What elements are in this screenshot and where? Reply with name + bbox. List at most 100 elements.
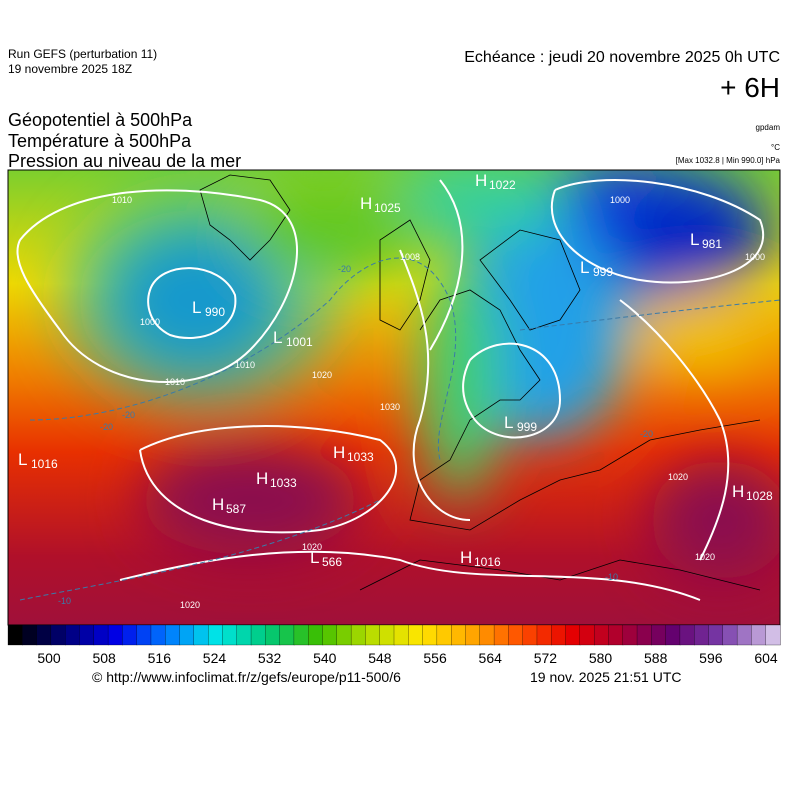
colorbar-tick-label: 596 [699,650,723,666]
color-swatch [222,624,238,646]
center-value: 981 [702,237,722,251]
color-swatch [622,624,638,646]
color-swatch [708,624,724,646]
valid-time: Echéance : jeudi 20 novembre 2025 0h UTC [464,49,780,66]
lead-time: + 6H [720,72,780,103]
center-value: 587 [226,502,246,516]
color-swatch [350,624,367,646]
color-swatch [451,624,467,646]
color-swatch [365,624,381,646]
center-value: 1016 [474,555,501,569]
center-value: 1022 [489,178,516,192]
color-swatch [565,624,581,646]
color-swatch [736,624,753,646]
unit: °C [771,143,780,152]
color-swatch [7,624,23,646]
isobar-label: 1010 [165,377,185,387]
isotherm-labels: -20 -20 -20 -20 -10 -10 [58,264,653,606]
color-swatch [193,624,209,646]
center-symbol: L [310,548,319,567]
center-value: 999 [517,420,537,434]
color-swatch [136,624,152,646]
colorbar-tick-label: 532 [258,650,282,666]
isobar-label: 1020 [180,600,200,610]
isotherm-label: -10 [605,572,618,582]
pressure-centers: L 1016 H 1033 H 1033 H 587 L 566 H 1016 L 999 H… [18,171,773,569]
isotherms [19,257,780,601]
isobar-label: 1020 [695,552,715,562]
color-swatch [651,624,667,646]
colorbar-tick-label: 564 [479,650,503,666]
colorbar-tick-label: 500 [37,650,61,666]
color-swatch [593,624,610,646]
center-symbol: H [256,469,268,488]
isobar-label: 1020 [668,472,688,482]
center-value: 566 [322,555,342,569]
colorbar-tick-label: 508 [92,650,116,666]
color-swatch [179,624,195,646]
color-swatch [379,624,395,646]
color-swatch [751,624,767,646]
colorbar-tick-label: 572 [534,650,558,666]
center-symbol: L [18,450,27,469]
isobar-label: 1000 [140,317,160,327]
unit: gpdam [756,123,781,132]
color-swatch [393,624,409,646]
color-swatch [236,624,252,646]
center-value: 999 [593,265,613,279]
center-symbol: L [504,413,513,432]
center-symbol: H [732,482,744,501]
color-swatch [422,624,438,646]
color-swatch [22,624,38,646]
center-symbol: L [273,328,282,347]
isotherm-label: -20 [640,429,653,439]
isobar-label: 1000 [745,252,765,262]
isobar-label: 1030 [380,402,400,412]
center-value: 1016 [31,457,58,471]
center-value: 1028 [746,489,773,503]
center-symbol: L [192,298,201,317]
color-swatch [694,624,710,646]
center-symbol: H [360,194,372,213]
map: L 1016 H 1033 H 1033 H 587 L 566 H 1016 L 999 H… [8,170,780,625]
isotherm-label: -20 [338,264,351,274]
color-swatch [293,624,309,646]
source: © http://www.infoclimat.fr/z/gefs/europe… [92,669,401,685]
unit: [Max 1032.8 | Min 990.0] hPa [676,156,781,165]
colorbar-tick-label: 588 [644,650,668,666]
isotherm-label: -20 [100,422,113,432]
color-swatch [265,624,281,646]
color-swatch [93,624,109,646]
color-swatch [551,624,567,646]
color-swatch [493,624,510,646]
colorbar-tick-label: 580 [589,650,613,666]
color-swatch [465,624,481,646]
color-swatch [579,624,595,646]
color-swatch [679,624,695,646]
color-swatch [508,624,524,646]
color-swatch [308,624,324,646]
color-swatch [336,624,352,646]
isobar-label: 1020 [312,370,332,380]
center-value: 1033 [347,450,374,464]
center-symbol: H [333,443,345,462]
isobar-labels: 1010 1000 1010 1020 1030 1020 1020 1010 … [112,195,765,610]
center-value: 1001 [286,335,313,349]
color-swatch [322,624,338,646]
isobar-label: 1010 [235,360,255,370]
color-swatch [107,624,124,646]
color-swatch [250,624,266,646]
isobar-label: 1010 [112,195,132,205]
color-swatch [765,624,781,646]
field: Température à 500hPa [8,131,192,151]
generated: 19 nov. 2025 21:51 UTC [530,669,682,685]
color-swatch [207,624,224,646]
colorbar-tick-label: 540 [313,650,337,666]
center-value: 990 [205,305,225,319]
color-swatch [636,624,652,646]
center-value: 1033 [270,476,297,490]
color-swatch [722,624,738,646]
isobar-label: 1008 [400,252,420,262]
center-symbol: H [212,495,224,514]
